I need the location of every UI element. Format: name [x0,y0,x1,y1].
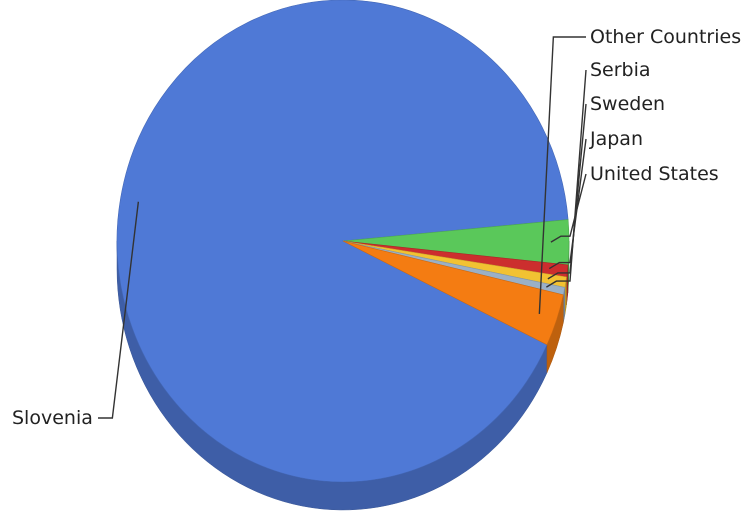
pie-slice-other-countries [342,240,564,346]
slice-label-serbia: Serbia [590,59,651,81]
leader-line-japan [548,138,587,270]
slice-label-other-countries: Other Countries [590,26,741,48]
leader-line-sweden [547,103,587,280]
leader-line-other-countries [538,36,586,314]
leader-line-slovenia [98,201,140,419]
slice-label-sweden: Sweden [590,93,665,115]
slice-label-japan: Japan [589,128,643,150]
leader-line-serbia [546,69,587,288]
pie-slice-slovenia [116,0,569,483]
slice-label-united-states: United States [590,163,719,185]
slice-label-slovenia: Slovenia [12,407,93,429]
